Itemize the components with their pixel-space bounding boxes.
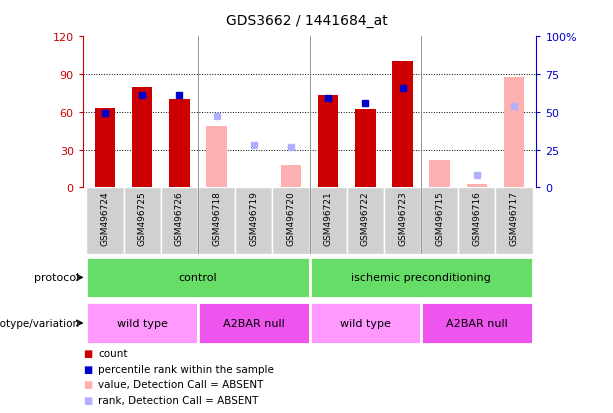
Text: GSM496726: GSM496726 bbox=[175, 190, 184, 245]
FancyBboxPatch shape bbox=[310, 188, 347, 254]
Bar bbox=[392, 62, 413, 188]
Text: value, Detection Call = ABSENT: value, Detection Call = ABSENT bbox=[98, 380, 264, 389]
Text: GDS3662 / 1441684_at: GDS3662 / 1441684_at bbox=[226, 14, 387, 28]
Text: rank, Detection Call = ABSENT: rank, Detection Call = ABSENT bbox=[98, 395, 259, 405]
Text: GSM496721: GSM496721 bbox=[324, 190, 333, 245]
Bar bbox=[504, 77, 524, 188]
Text: GSM496717: GSM496717 bbox=[509, 190, 519, 245]
FancyBboxPatch shape bbox=[459, 188, 495, 254]
Text: ■: ■ bbox=[83, 364, 92, 374]
FancyBboxPatch shape bbox=[272, 188, 310, 254]
Text: control: control bbox=[179, 273, 218, 283]
Text: GSM496719: GSM496719 bbox=[249, 190, 258, 245]
Text: wild type: wild type bbox=[117, 318, 168, 328]
Bar bbox=[318, 96, 338, 188]
Text: genotype/variation: genotype/variation bbox=[0, 318, 80, 328]
Bar bbox=[355, 110, 376, 188]
FancyBboxPatch shape bbox=[124, 188, 161, 254]
Text: GSM496718: GSM496718 bbox=[212, 190, 221, 245]
FancyBboxPatch shape bbox=[161, 188, 198, 254]
Text: wild type: wild type bbox=[340, 318, 390, 328]
Bar bbox=[466, 184, 487, 188]
Bar bbox=[169, 100, 189, 188]
Bar bbox=[430, 160, 450, 188]
FancyBboxPatch shape bbox=[86, 188, 124, 254]
FancyBboxPatch shape bbox=[198, 302, 310, 344]
Text: GSM496715: GSM496715 bbox=[435, 190, 444, 245]
FancyBboxPatch shape bbox=[421, 188, 459, 254]
FancyBboxPatch shape bbox=[86, 302, 198, 344]
Text: ischemic preconditioning: ischemic preconditioning bbox=[351, 273, 491, 283]
Text: GSM496722: GSM496722 bbox=[361, 190, 370, 245]
Text: GSM496725: GSM496725 bbox=[138, 190, 147, 245]
FancyBboxPatch shape bbox=[86, 257, 310, 299]
Text: ■: ■ bbox=[83, 380, 92, 389]
Text: GSM496716: GSM496716 bbox=[473, 190, 481, 245]
Bar bbox=[132, 88, 153, 188]
FancyBboxPatch shape bbox=[235, 188, 272, 254]
Bar bbox=[207, 126, 227, 188]
Text: GSM496724: GSM496724 bbox=[101, 190, 110, 245]
Text: GSM496723: GSM496723 bbox=[398, 190, 407, 245]
FancyBboxPatch shape bbox=[421, 302, 533, 344]
FancyBboxPatch shape bbox=[310, 257, 533, 299]
Bar bbox=[95, 109, 115, 188]
FancyBboxPatch shape bbox=[495, 188, 533, 254]
Text: GSM496720: GSM496720 bbox=[286, 190, 295, 245]
FancyBboxPatch shape bbox=[198, 188, 235, 254]
Bar bbox=[281, 165, 301, 188]
Text: percentile rank within the sample: percentile rank within the sample bbox=[98, 364, 274, 374]
Text: ■: ■ bbox=[83, 395, 92, 405]
FancyBboxPatch shape bbox=[310, 302, 421, 344]
Text: A2BAR null: A2BAR null bbox=[446, 318, 508, 328]
FancyBboxPatch shape bbox=[347, 188, 384, 254]
FancyBboxPatch shape bbox=[384, 188, 421, 254]
Text: A2BAR null: A2BAR null bbox=[223, 318, 284, 328]
Text: ■: ■ bbox=[83, 348, 92, 358]
Text: protocol: protocol bbox=[34, 273, 80, 283]
Text: count: count bbox=[98, 348, 128, 358]
